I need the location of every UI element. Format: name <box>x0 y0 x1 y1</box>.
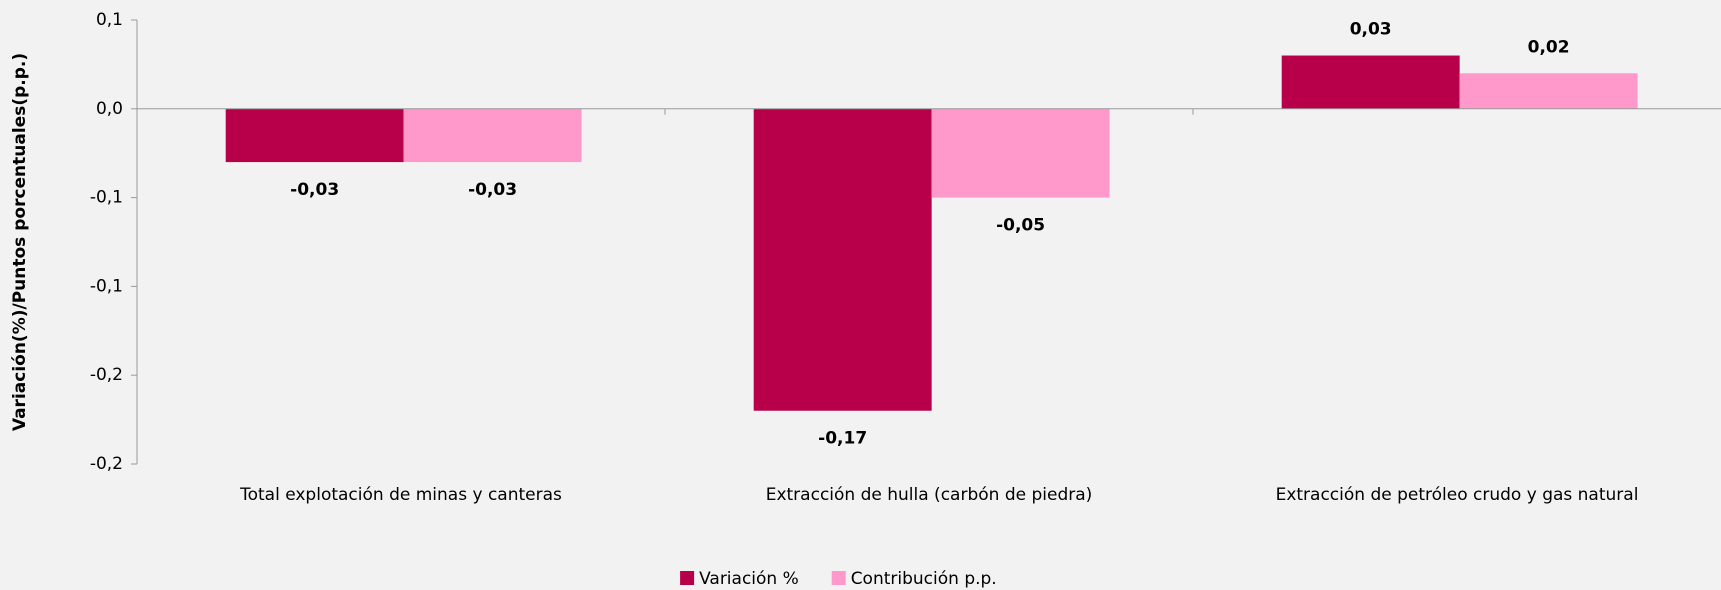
x-tick-label: Extracción de petróleo crudo y gas natur… <box>1276 485 1639 505</box>
y-tick-label: -0,1 <box>90 276 123 296</box>
data-label: 0,03 <box>1350 20 1392 40</box>
x-tick-label: Total explotación de minas y canteras <box>239 485 562 505</box>
bar <box>753 108 932 411</box>
legend-label: Contribución p.p. <box>851 569 997 589</box>
data-label: 0,02 <box>1528 37 1570 57</box>
x-tick-label: Extracción de hulla (carbón de piedra) <box>766 485 1093 505</box>
data-label: -0,03 <box>290 180 339 200</box>
data-label: -0,17 <box>818 429 867 449</box>
y-tick-label: -0,2 <box>90 454 123 474</box>
data-label: -0,05 <box>996 216 1045 236</box>
legend-swatch <box>680 571 695 585</box>
y-tick-label: 0,1 <box>96 10 123 30</box>
legend-swatch <box>831 571 846 585</box>
bar <box>225 108 404 163</box>
legend-label: Variación % <box>699 569 799 589</box>
bar <box>1281 55 1460 109</box>
bar <box>931 108 1110 198</box>
bar <box>403 108 582 163</box>
y-tick-label: -0,1 <box>90 188 123 208</box>
y-tick-label: -0,2 <box>90 365 123 385</box>
y-tick-label: 0,0 <box>96 99 123 119</box>
bar <box>1459 73 1638 109</box>
y-axis-title: Variación(%)/Puntos porcentuales(p.p.) <box>10 53 30 431</box>
data-label: -0,03 <box>468 180 517 200</box>
